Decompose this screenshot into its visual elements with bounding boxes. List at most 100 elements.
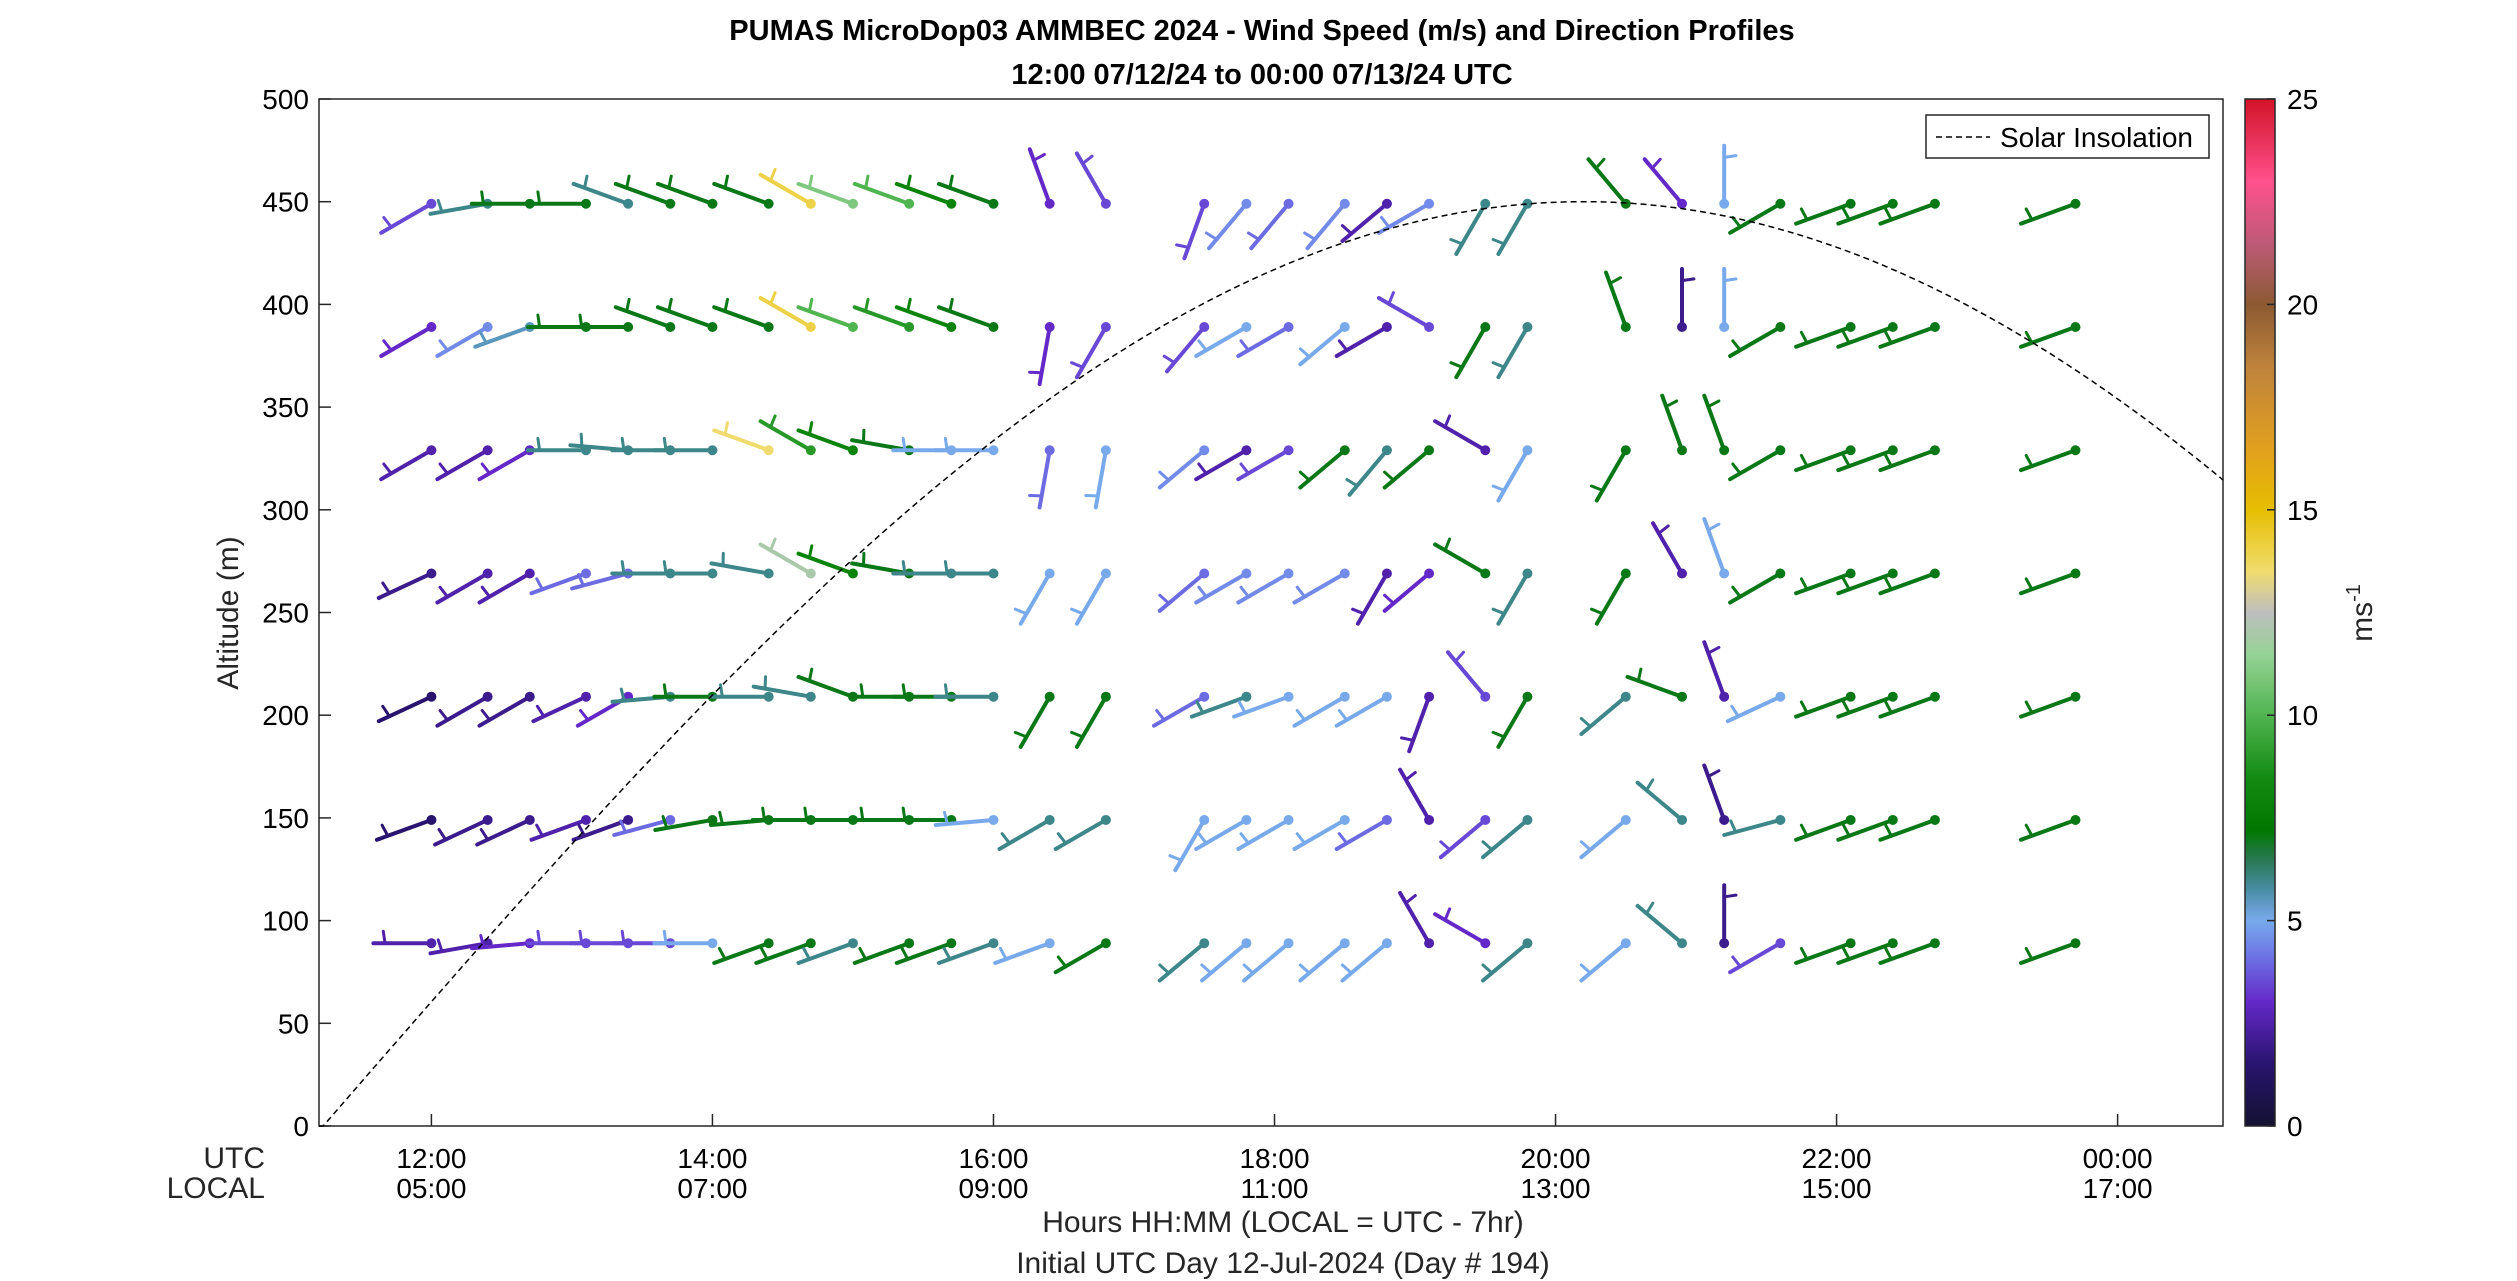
barb-dot — [1888, 445, 1898, 455]
barb-dot — [988, 692, 998, 702]
barb-dot — [1480, 199, 1490, 209]
barb-dot — [1045, 199, 1055, 209]
chart-title: PUMAS MicroDop03 AMMBEC 2024 - Wind Spee… — [729, 15, 1794, 47]
legend-label: Solar Insolation — [2000, 122, 2193, 153]
barb-dot — [581, 692, 591, 702]
barb-dot — [1775, 692, 1785, 702]
barb-dot — [1101, 322, 1111, 332]
barb-dot — [1241, 938, 1251, 948]
barb-dot — [1719, 445, 1729, 455]
barb-dot — [1241, 568, 1251, 578]
barb-dot — [1199, 815, 1209, 825]
barb-dot — [1101, 568, 1111, 578]
barb-dot — [483, 692, 493, 702]
barb-flag — [861, 685, 863, 697]
barb-flag — [538, 315, 540, 327]
barb-dot — [1424, 199, 1434, 209]
barb-dot — [1382, 815, 1392, 825]
barb-dot — [1382, 199, 1392, 209]
barb-dot — [1340, 692, 1350, 702]
barb-dot — [1284, 445, 1294, 455]
x-tick-label-local: 11:00 — [1241, 1173, 1309, 1204]
barb-dot — [623, 322, 633, 332]
barb-dot — [1888, 938, 1898, 948]
y-tick-label: 350 — [262, 392, 309, 423]
barb-dot — [1522, 815, 1532, 825]
barb-dot — [1621, 815, 1631, 825]
barb-dot — [1888, 322, 1898, 332]
barb-dot — [1480, 692, 1490, 702]
x-tick-label-utc: 20:00 — [1521, 1143, 1591, 1174]
barb-dot — [707, 199, 717, 209]
barb-dot — [946, 322, 956, 332]
barb-dot — [1199, 322, 1209, 332]
barb-dot — [1045, 568, 1055, 578]
barb-dot — [946, 938, 956, 948]
barb-dot — [1284, 322, 1294, 332]
barb-dot — [764, 938, 774, 948]
barb-dot — [1101, 938, 1111, 948]
barb-dot — [1199, 938, 1209, 948]
barb-flag — [903, 438, 905, 450]
barb-dot — [1522, 445, 1532, 455]
barb-flag — [1724, 156, 1736, 158]
y-axis-label: Altitude (m) — [212, 536, 245, 689]
barb-flag — [1724, 895, 1736, 897]
barb-dot — [1045, 938, 1055, 948]
barb-dot — [1522, 322, 1532, 332]
barb-dot — [988, 815, 998, 825]
x-tick-label-local: 07:00 — [677, 1173, 747, 1204]
barb-dot — [806, 692, 816, 702]
row-label-utc: UTC — [203, 1142, 265, 1175]
barb-dot — [1522, 692, 1532, 702]
barb-dot — [904, 938, 914, 948]
barb-dot — [1719, 938, 1729, 948]
barb-dot — [581, 568, 591, 578]
barb-flag — [805, 808, 807, 820]
barb-flag — [945, 562, 947, 574]
barb-dot — [1340, 568, 1350, 578]
barb-dot — [848, 199, 858, 209]
barb-dot — [1101, 445, 1111, 455]
colorbar-tick-label: 20 — [2287, 289, 2318, 320]
y-tick-label: 200 — [262, 700, 309, 731]
barb-flag — [383, 931, 385, 943]
barb-dot — [2070, 692, 2080, 702]
barb-dot — [1284, 199, 1294, 209]
barb-dot — [1424, 322, 1434, 332]
barb-dot — [1199, 445, 1209, 455]
barb-dot — [665, 322, 675, 332]
y-tick-label: 250 — [262, 598, 309, 629]
barb-dot — [1888, 692, 1898, 702]
barb-dot — [1846, 938, 1856, 948]
barb-dot — [1241, 692, 1251, 702]
barb-dot — [1340, 199, 1350, 209]
barb-dot — [483, 445, 493, 455]
barb-flag — [861, 808, 863, 820]
barb-dot — [1480, 938, 1490, 948]
barb-dot — [1382, 692, 1392, 702]
barb-dot — [2070, 938, 2080, 948]
barb-flag — [903, 562, 905, 574]
barb-dot — [1382, 568, 1392, 578]
barb-flag — [1682, 279, 1694, 281]
x-tick-label-utc: 16:00 — [958, 1143, 1028, 1174]
barb-flag — [945, 685, 947, 697]
barb-dot — [1677, 815, 1687, 825]
barb-dot — [1424, 938, 1434, 948]
barb-flag — [1724, 279, 1736, 281]
barb-dot — [581, 815, 591, 825]
barb-dot — [1930, 322, 1940, 332]
barb-dot — [988, 445, 998, 455]
barb-dot — [1045, 445, 1055, 455]
barb-flag — [763, 808, 765, 820]
barb-dot — [1775, 322, 1785, 332]
x-tick-label-utc: 22:00 — [1802, 1143, 1872, 1174]
colorbar-tick-label: 10 — [2287, 700, 2318, 731]
barb-dot — [525, 692, 535, 702]
barb-dot — [426, 445, 436, 455]
barb-flag — [664, 562, 666, 574]
barb-dot — [1930, 938, 1940, 948]
barb-dot — [707, 322, 717, 332]
barb-dot — [426, 199, 436, 209]
